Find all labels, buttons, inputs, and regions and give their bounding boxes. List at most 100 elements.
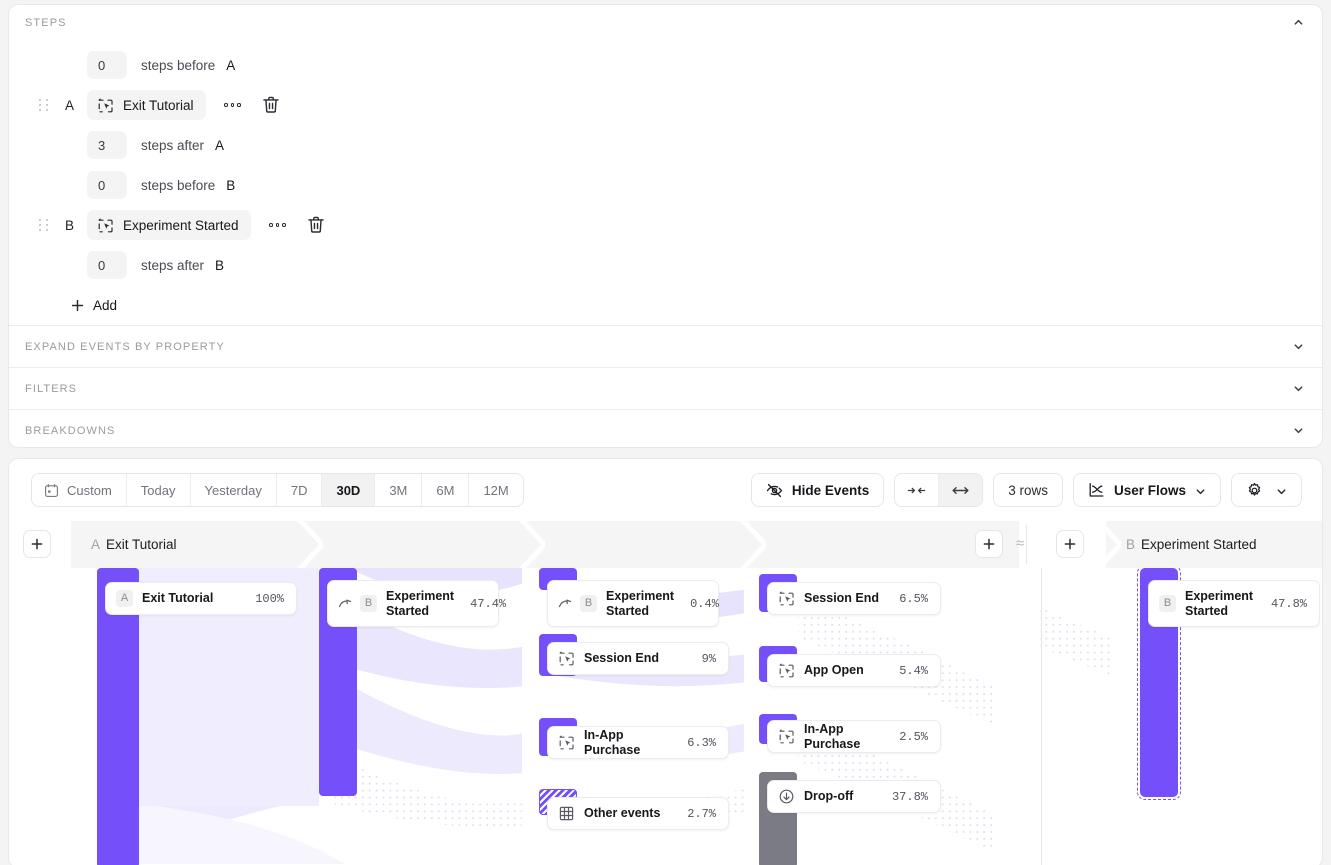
expand-events-title: EXPAND EVENTS BY PROPERTY bbox=[25, 340, 225, 353]
date-range-3m[interactable]: 3M bbox=[375, 474, 423, 506]
node-percent: 6.3% bbox=[687, 735, 716, 750]
flow-step-a-name: Exit Tutorial bbox=[106, 537, 177, 552]
chart-settings-button[interactable] bbox=[1231, 473, 1302, 507]
expand-horizontal-button[interactable] bbox=[939, 474, 983, 506]
chevron-down-icon[interactable] bbox=[1293, 341, 1304, 352]
chevron-down-icon[interactable] bbox=[1293, 425, 1304, 436]
divider bbox=[9, 367, 1322, 368]
return-arrow-icon bbox=[338, 597, 352, 611]
node-experiment-started-col1[interactable]: B Experiment Started 47.4% bbox=[327, 580, 506, 627]
flow-gap-divider bbox=[1026, 525, 1027, 564]
calendar-icon bbox=[44, 483, 59, 498]
node-percent: 5.4% bbox=[899, 663, 928, 678]
step-separator-notch bbox=[519, 521, 545, 568]
node-percent: 0.4% bbox=[690, 596, 719, 611]
steps-before-a-row: 0 steps before A bbox=[9, 45, 1322, 85]
expand-events-by-property-section[interactable]: EXPAND EVENTS BY PROPERTY bbox=[9, 326, 1322, 367]
zoom-toggle-group bbox=[894, 473, 984, 507]
node-exit-tutorial[interactable]: A Exit Tutorial 100% bbox=[105, 582, 297, 615]
drag-handle-icon[interactable] bbox=[37, 216, 51, 234]
add-step-mid-button[interactable] bbox=[975, 530, 1003, 558]
click-event-icon bbox=[97, 217, 114, 234]
hide-events-button[interactable]: Hide Events bbox=[750, 473, 885, 507]
date-range-yesterday[interactable]: Yesterday bbox=[191, 474, 277, 506]
node-label: Experiment Started bbox=[606, 588, 675, 618]
filters-title: FILTERS bbox=[25, 382, 78, 395]
node-app-open-col3[interactable]: App Open 5.4% bbox=[767, 654, 941, 687]
dropoff-icon bbox=[778, 788, 795, 805]
steps-after-b-input[interactable]: 0 bbox=[87, 251, 127, 279]
more-dots-icon[interactable] bbox=[265, 214, 291, 236]
step-letter-b: B bbox=[65, 217, 75, 233]
date-range-7d[interactable]: 7D bbox=[277, 474, 323, 506]
rows-selector-button[interactable]: 3 rows bbox=[993, 473, 1063, 507]
flow-step-header: A Exit Tutorial ≈ B Experiment bbox=[9, 521, 1322, 568]
date-range-custom[interactable]: Custom bbox=[32, 474, 127, 506]
end-column-divider bbox=[1041, 568, 1042, 865]
steps-before-a-ref: A bbox=[226, 57, 236, 73]
flow-step-b-name: Experiment Started bbox=[1141, 537, 1257, 552]
node-percent: 9% bbox=[701, 651, 716, 666]
trash-icon[interactable] bbox=[305, 214, 327, 236]
node-label: Session End bbox=[804, 591, 880, 605]
event-name-b: Experiment Started bbox=[123, 217, 239, 233]
date-range-30d[interactable]: 30D bbox=[322, 474, 376, 506]
steps-section-header[interactable]: STEPS bbox=[9, 5, 1322, 41]
node-session-end-col2[interactable]: Session End 9% bbox=[547, 642, 729, 675]
date-range-custom-label: Custom bbox=[67, 482, 112, 498]
node-experiment-started-end[interactable]: B Experiment Started 47.8% bbox=[1148, 580, 1320, 627]
return-arrow-icon bbox=[558, 597, 572, 611]
node-percent: 47.4% bbox=[470, 596, 507, 611]
step-separator-notch bbox=[1095, 521, 1121, 568]
node-percent: 47.8% bbox=[1270, 596, 1307, 611]
steps-after-a-input[interactable]: 3 bbox=[87, 131, 127, 159]
chart-type-button[interactable]: User Flows bbox=[1072, 473, 1221, 507]
node-percent: 2.5% bbox=[899, 729, 928, 744]
steps-before-a-input[interactable]: 0 bbox=[87, 51, 127, 79]
event-selector-a[interactable]: Exit Tutorial bbox=[87, 90, 206, 120]
divider bbox=[9, 325, 1322, 326]
drag-handle-icon[interactable] bbox=[37, 96, 51, 114]
eye-off-icon bbox=[766, 482, 783, 499]
step-letter-a: A bbox=[65, 97, 75, 113]
node-drop-off-col3[interactable]: Drop-off 37.8% bbox=[767, 780, 941, 813]
gear-icon bbox=[1246, 482, 1263, 499]
date-range-today[interactable]: Today bbox=[127, 474, 191, 506]
steps-before-b-input[interactable]: 0 bbox=[87, 171, 127, 199]
more-dots-icon[interactable] bbox=[220, 94, 246, 116]
node-other-events-col2[interactable]: Other events 2.7% bbox=[547, 797, 729, 830]
collapse-horizontal-button[interactable] bbox=[895, 474, 940, 506]
add-step-button[interactable]: Add bbox=[9, 285, 1322, 325]
node-session-end-col3[interactable]: Session End 6.5% bbox=[767, 582, 941, 615]
add-step-after-button[interactable] bbox=[1056, 530, 1084, 558]
node-percent: 2.7% bbox=[687, 806, 716, 821]
bar-exit-tutorial[interactable] bbox=[97, 568, 139, 865]
steps-after-a-label: steps after bbox=[141, 137, 205, 153]
query-builder-panel: STEPS 0 steps before A A bbox=[8, 4, 1323, 448]
chevron-up-icon[interactable] bbox=[1293, 17, 1304, 28]
breakdowns-section[interactable]: BREAKDOWNS bbox=[9, 410, 1322, 447]
grid-icon bbox=[558, 805, 575, 822]
trash-icon[interactable] bbox=[260, 94, 282, 116]
plus-icon bbox=[71, 299, 84, 312]
event-name-a: Exit Tutorial bbox=[123, 97, 194, 113]
node-label: App Open bbox=[804, 663, 864, 677]
filters-section[interactable]: FILTERS bbox=[9, 368, 1322, 409]
chart-panel: Custom Today Yesterday 7D 30D 3M 6M 12M bbox=[8, 458, 1323, 865]
event-selector-b[interactable]: Experiment Started bbox=[87, 210, 251, 240]
add-step-before-button[interactable] bbox=[23, 530, 51, 558]
date-range-12m[interactable]: 12M bbox=[483, 482, 509, 498]
node-in-app-purchase-col2[interactable]: In-App Purchase 6.3% bbox=[547, 726, 729, 759]
rows-label: 3 rows bbox=[1008, 482, 1048, 498]
node-label: Drop-off bbox=[804, 789, 854, 803]
date-range-6m[interactable]: 6M bbox=[422, 474, 470, 506]
chevron-down-icon[interactable] bbox=[1293, 383, 1304, 394]
node-in-app-purchase-col3[interactable]: In-App Purchase 2.5% bbox=[767, 720, 941, 753]
node-experiment-started-col2[interactable]: B Experiment Started 0.4% bbox=[547, 580, 719, 627]
steps-after-b-label: steps after bbox=[141, 257, 205, 273]
step-badge-a: A bbox=[116, 590, 133, 607]
collapse-horizontal-icon bbox=[907, 484, 926, 497]
toolbar-right-group: Hide Events bbox=[750, 473, 1302, 507]
steps-section-title: STEPS bbox=[25, 17, 67, 29]
breakdowns-title: BREAKDOWNS bbox=[25, 424, 116, 437]
